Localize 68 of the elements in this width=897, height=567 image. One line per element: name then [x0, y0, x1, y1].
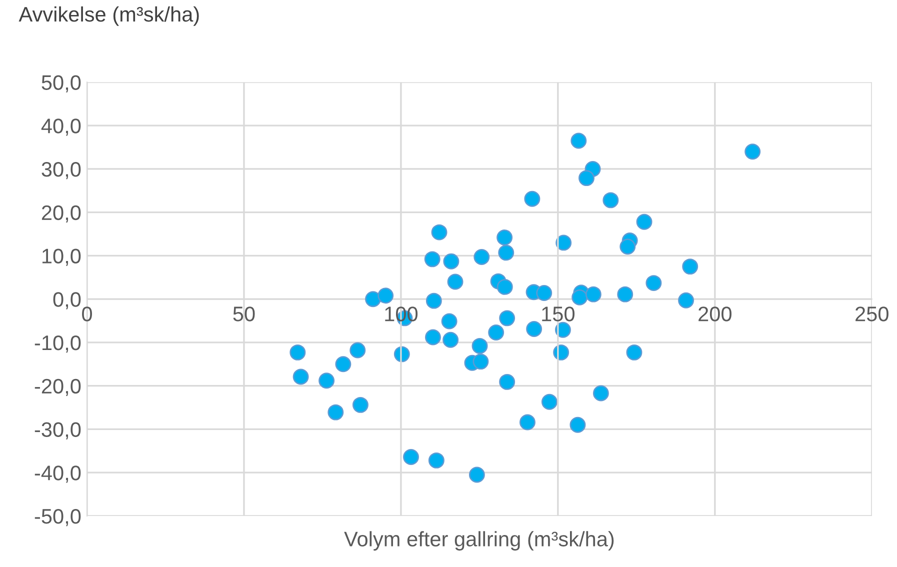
point: [496, 230, 513, 246]
y-tick-label: 40,0: [41, 118, 81, 136]
point: [424, 251, 440, 268]
point: [425, 329, 441, 346]
point: [498, 244, 514, 261]
point: [646, 275, 662, 292]
y-tick-label: -20,0: [34, 378, 81, 396]
y-axis-title: Avvikelse (m³sk/ha): [18, 6, 199, 26]
x-tick-label: 0: [82, 306, 92, 322]
point: [335, 356, 352, 372]
point: [541, 394, 558, 410]
point: [620, 238, 636, 255]
x-axis-title: Volym efter gallring (m³sk/ha): [344, 531, 614, 551]
point: [431, 224, 448, 240]
y-tick-label: -30,0: [34, 422, 81, 440]
x-tick-label: 200: [698, 306, 732, 322]
point: [682, 258, 698, 275]
y-tick-label: -10,0: [34, 335, 81, 353]
point: [617, 286, 634, 302]
point: [474, 249, 490, 265]
point: [636, 214, 652, 230]
point: [428, 452, 444, 468]
point: [352, 396, 368, 413]
point: [556, 234, 572, 251]
point: [585, 286, 602, 302]
point: [499, 310, 516, 326]
point: [328, 404, 344, 420]
point: [350, 342, 366, 358]
x-tick-label: 250: [856, 306, 888, 322]
point: [602, 192, 619, 208]
point: [365, 291, 381, 308]
point: [499, 374, 516, 390]
point: [570, 416, 586, 433]
point: [496, 278, 513, 295]
point: [520, 414, 536, 430]
point: [441, 313, 458, 330]
point: [578, 170, 594, 186]
point: [472, 338, 488, 354]
point: [526, 321, 542, 337]
point: [318, 372, 335, 389]
point: [744, 144, 761, 160]
point: [426, 292, 442, 309]
y-tick-label: -40,0: [34, 466, 81, 483]
point: [570, 132, 587, 149]
point: [626, 344, 642, 360]
y-tick-label: 50,0: [42, 75, 81, 92]
point: [292, 368, 309, 385]
point: [524, 190, 540, 207]
point: [472, 354, 489, 370]
point: [536, 285, 552, 301]
x-tick-label: 150: [542, 306, 574, 322]
point: [378, 288, 394, 304]
y-tick-label: -50,0: [34, 508, 81, 526]
point: [592, 385, 609, 402]
point: [488, 324, 504, 340]
y-tick-label: 0,0: [53, 292, 81, 310]
point: [443, 253, 460, 270]
point: [290, 344, 306, 360]
point: [468, 466, 485, 483]
point: [403, 449, 419, 465]
y-tick-label: 20,0: [42, 205, 81, 223]
point: [442, 332, 459, 348]
point: [572, 289, 588, 306]
x-tick-label: 50: [233, 306, 255, 322]
point: [447, 274, 464, 290]
y-tick-label: 30,0: [42, 162, 81, 180]
y-tick-label: 10,0: [42, 248, 81, 266]
point: [678, 292, 694, 308]
